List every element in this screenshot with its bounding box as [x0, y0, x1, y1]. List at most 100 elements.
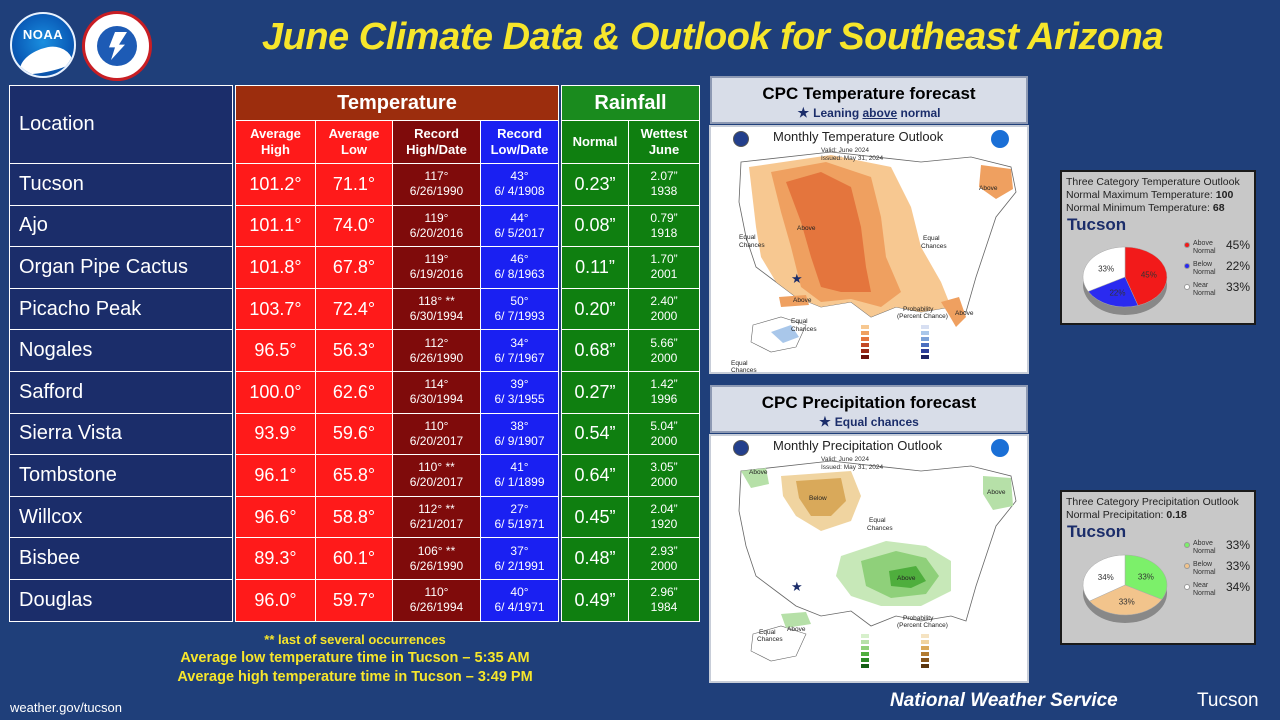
star-icon: ★: [819, 414, 831, 429]
record-low-cell: 37° 6/ 2/1991: [480, 537, 559, 580]
wettest-june-cell: 0.79” 1918: [628, 204, 700, 248]
doc-seal-icon: [733, 131, 749, 147]
legend-percent: 45%: [1226, 238, 1251, 252]
legend-swatch: [1184, 263, 1190, 269]
svg-text:Equal: Equal: [759, 629, 776, 636]
temp-map-graphic: ★ Above Above Above Above Equal Chances …: [731, 151, 1017, 372]
temp-forecast-header: CPC Temperature forecast ★ Leaning above …: [710, 76, 1028, 124]
record-high-cell: 118° ** 6/30/1994: [392, 287, 481, 331]
avg-low-cell: 67.8°: [315, 246, 393, 289]
normal-rain-cell: 0.45”: [561, 495, 629, 539]
temp-map-legend-title: Probability: [903, 306, 934, 313]
location-cell: Tucson: [9, 163, 233, 206]
table-row: Tombstone 96.1° 65.8° 110° ** 6/20/2017 41° 6/…: [9, 454, 700, 497]
record-high-cell: 119° 6/19/2016: [392, 246, 481, 289]
precip-pie-chart: 33% 33% 34%: [1082, 554, 1168, 623]
record-high-header: Record High/Date: [392, 120, 481, 164]
svg-text:★: ★: [791, 579, 803, 594]
precip-map-title: Monthly Precipitation Outlook: [773, 438, 943, 453]
legend-label: Above Normal: [1193, 540, 1216, 555]
wettest-june-cell: 2.93” 2000: [628, 537, 700, 580]
precip-pie-slice-label: 33%: [1138, 573, 1154, 582]
legend-percent: 34%: [1226, 580, 1251, 594]
table-row: Sierra Vista 93.9° 59.6° 110° 6/20/2017 38° 6/…: [9, 412, 700, 456]
normal-rain-cell: 0.23”: [561, 163, 629, 206]
legend-item: Above Normal 45%: [1184, 238, 1254, 260]
avg-low-cell: 72.4°: [315, 287, 393, 331]
legend-percent: 33%: [1226, 280, 1251, 294]
wettest-june-cell: 2.04” 1920: [628, 495, 700, 539]
noaa-bird-icon: [16, 42, 74, 76]
table-row: Picacho Peak 103.7° 72.4° 118° ** 6/30/1994 5…: [9, 287, 700, 331]
record-low-cell: 46° 6/ 8/1963: [480, 246, 559, 289]
avg-high-cell: 89.3°: [235, 537, 316, 580]
avg-high-cell: 96.6°: [235, 495, 316, 539]
location-cell: Safford: [9, 370, 233, 414]
table-row: Organ Pipe Cactus 101.8° 67.8° 119° 6/19/201…: [9, 246, 700, 289]
record-low-cell: 34° 6/ 7/1967: [480, 329, 559, 372]
temp-map-title: Monthly Temperature Outlook: [773, 129, 944, 144]
record-low-cell: 50° 6/ 7/1993: [480, 287, 559, 331]
location-header: Location: [9, 85, 233, 164]
record-low-cell: 27° 6/ 5/1971: [480, 495, 559, 539]
footnote: ** last of several occurrences: [264, 632, 446, 647]
temp-category-header: Three Category Temperature Outlook Norma…: [1066, 176, 1240, 214]
temp-category-city: Tucson: [1067, 215, 1127, 234]
precip-forecast-subtitle: ★ Equal chances: [819, 414, 919, 429]
wettest-june-cell: 2.07” 1938: [628, 163, 700, 206]
svg-text:Chances: Chances: [921, 243, 947, 250]
noaa-small-icon: [991, 439, 1009, 457]
legend-percent: 33%: [1226, 559, 1251, 573]
location-cell: Ajo: [9, 204, 233, 248]
climate-table: Location Temperature Rainfall Average Hi…: [9, 85, 700, 622]
precip-map-meta: Valid: June 2024 Issued: May 31, 2024: [821, 456, 884, 471]
location-cell: Sierra Vista: [9, 412, 233, 456]
avg-low-cell: 74.0°: [315, 204, 393, 248]
record-low-header: Record Low/Date: [480, 120, 559, 164]
precip-forecast-title: CPC Precipitation forecast: [761, 393, 977, 412]
temp-category-panel: Three Category Temperature Outlook Norma…: [1060, 170, 1256, 325]
avg-high-cell: 96.1°: [235, 454, 316, 497]
legend-label: Below Normal: [1193, 261, 1216, 276]
location-cell: Tombstone: [9, 454, 233, 497]
website-link[interactable]: weather.gov/tucson: [10, 700, 123, 715]
svg-text:(Percent Chance): (Percent Chance): [897, 622, 948, 629]
precip-pie-slice-label: 34%: [1098, 573, 1114, 582]
temp-pie-slice-label: 22%: [1109, 288, 1125, 297]
record-high-cell: 117° 6/26/1990: [392, 163, 481, 206]
rainfall-header: Rainfall: [561, 85, 700, 121]
svg-text:Chances: Chances: [791, 326, 817, 333]
nws-logo: [82, 11, 152, 81]
normal-rain-header: Normal: [561, 120, 629, 164]
table-row: Bisbee 89.3° 60.1° 106° ** 6/26/1990 37° 6/ 2/…: [9, 537, 700, 580]
svg-text:Chances: Chances: [757, 636, 783, 643]
avg-high-cell: 101.8°: [235, 246, 316, 289]
svg-text:(Percent Chance): (Percent Chance): [897, 313, 948, 320]
avg-high-cell: 96.5°: [235, 329, 316, 372]
legend-percent: 22%: [1226, 259, 1251, 273]
high-time-note: Average high temperature time in Tucson …: [177, 669, 533, 685]
temp-map-equal-label: Equal: [739, 234, 756, 241]
location-cell: Douglas: [9, 578, 233, 622]
legend-swatch: [1184, 542, 1190, 548]
avg-high-cell: 100.0°: [235, 370, 316, 414]
precip-category-city: Tucson: [1067, 522, 1127, 541]
legend-swatch: [1184, 242, 1190, 248]
record-low-cell: 39° 6/ 3/1955: [480, 370, 559, 414]
normal-rain-cell: 0.64”: [561, 454, 629, 497]
svg-text:Chances: Chances: [867, 525, 893, 532]
record-high-cell: 110° 6/26/1994: [392, 578, 481, 622]
normal-rain-cell: 0.68”: [561, 329, 629, 372]
legend-label: Near Normal: [1193, 282, 1216, 297]
normal-rain-cell: 0.49”: [561, 578, 629, 622]
temp-forecast-title: CPC Temperature forecast: [762, 84, 976, 103]
svg-text:Equal: Equal: [731, 360, 748, 367]
precip-outlook-map: ★ Above Below Above Above Equal Chances …: [709, 434, 1029, 683]
avg-high-cell: 96.0°: [235, 578, 316, 622]
noaa-small-icon: [991, 130, 1009, 148]
avg-low-cell: 65.8°: [315, 454, 393, 497]
wettest-june-cell: 5.04” 2000: [628, 412, 700, 456]
star-icon: ★: [797, 105, 810, 120]
wettest-june-cell: 1.70” 2001: [628, 246, 700, 289]
wettest-june-cell: 5.66” 2000: [628, 329, 700, 372]
